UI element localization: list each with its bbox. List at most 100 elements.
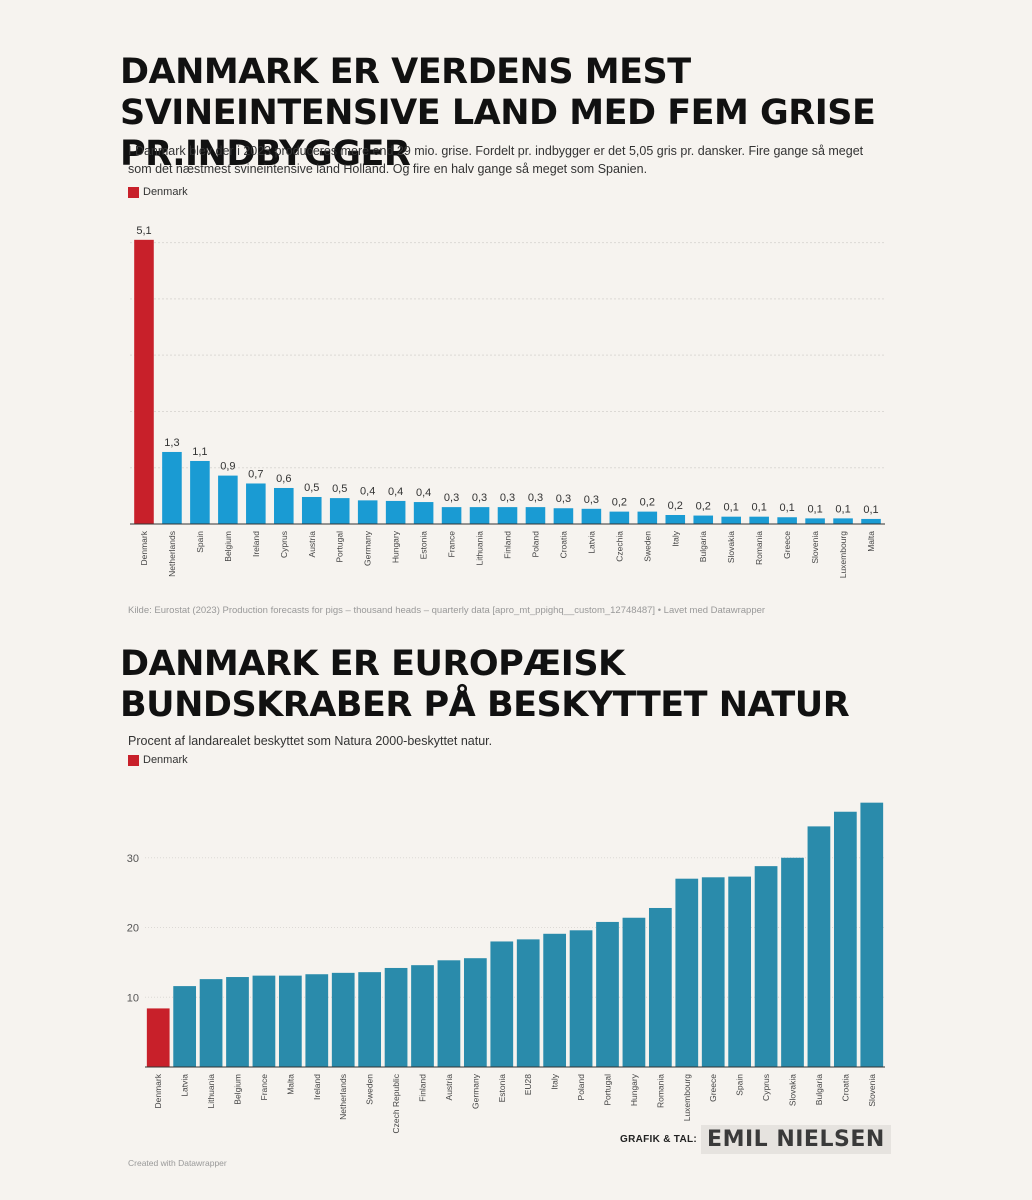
bar-estonia <box>413 502 434 524</box>
data-label: 0,5 <box>332 483 347 495</box>
x-tick-label: Poland <box>530 531 540 558</box>
legend-swatch <box>128 186 139 198</box>
bar-bulgaria <box>807 826 831 1067</box>
bar-sweden <box>637 511 658 524</box>
x-tick-label: Finland <box>503 531 513 559</box>
bar-sweden <box>358 972 382 1067</box>
x-tick-label: Hungary <box>629 1073 639 1106</box>
x-tick-label: Luxembourg <box>682 1074 692 1122</box>
x-tick-label: Sweden <box>642 531 652 562</box>
bar-hungary <box>622 917 646 1067</box>
bar-belgium <box>226 977 249 1067</box>
chart1-title: DANMARK ER VERDENS MEST SVINEINTENSIVE L… <box>120 52 876 174</box>
x-tick-label: Austria <box>307 531 317 558</box>
data-label: 0,3 <box>584 494 599 506</box>
bar-estonia <box>490 941 514 1067</box>
x-tick-label: Hungary <box>391 530 401 563</box>
y-tick-label: 10 <box>127 992 139 1004</box>
x-tick-label: Slovenia <box>810 531 820 564</box>
x-tick-label: Netherlands <box>167 531 177 577</box>
x-tick-label: Spain <box>735 1074 745 1096</box>
data-label: 0,5 <box>304 482 319 494</box>
x-tick-label: Bulgaria <box>698 531 708 562</box>
x-tick-label: Slovenia <box>867 1074 877 1107</box>
data-label: 0,4 <box>416 487 431 499</box>
bar-croatia <box>553 508 574 524</box>
x-tick-label: Estonia <box>419 531 429 560</box>
bar-lithuania <box>199 979 223 1067</box>
x-tick-label: Germany <box>363 530 373 566</box>
bar-austria <box>301 496 322 524</box>
x-tick-label: Belgium <box>223 531 233 562</box>
pigs-per-capita-chart: 5,1 Denmark 1,3 Netherlands 1,1 Spain 0,9 Belgi… <box>130 225 885 578</box>
bar-malta <box>861 518 881 524</box>
legend-swatch <box>128 754 139 766</box>
data-label: 0,1 <box>863 504 878 516</box>
bar-spain <box>728 876 752 1067</box>
x-tick-label: Italy <box>670 530 680 546</box>
x-tick-label: France <box>447 531 457 558</box>
x-tick-label: Croatia <box>840 1074 850 1102</box>
bar-germany <box>357 500 378 524</box>
bar-ireland <box>305 974 329 1067</box>
x-tick-label: Finland <box>418 1074 428 1102</box>
signature-label: GRAFIK & TAL: <box>620 1134 698 1145</box>
data-label: 0,3 <box>528 492 543 504</box>
bar-malta <box>278 975 302 1067</box>
x-tick-label: Slovakia <box>726 531 736 563</box>
x-tick-label: Malta <box>285 1074 295 1095</box>
y-tick-label: 30 <box>127 853 139 865</box>
data-label: 0,7 <box>248 468 263 480</box>
bar-italy <box>543 933 567 1067</box>
bar-eu28 <box>516 939 540 1067</box>
bar-czech-republic <box>384 967 408 1067</box>
data-label: 0,3 <box>444 492 459 504</box>
x-tick-label: Ireland <box>251 531 261 557</box>
bar-cyprus <box>754 866 778 1067</box>
bar-slovakia <box>721 516 741 524</box>
x-tick-label: Denmark <box>153 1073 163 1108</box>
x-tick-label: Lithuania <box>206 1074 216 1109</box>
x-tick-label: Spain <box>195 531 205 553</box>
bar-croatia <box>833 811 857 1067</box>
data-label: 5,1 <box>136 225 151 237</box>
bar-portugal <box>329 498 350 524</box>
x-tick-label: France <box>259 1074 269 1101</box>
x-tick-label: EU28 <box>523 1074 533 1096</box>
bar-slovakia <box>781 857 804 1067</box>
bar-latvia <box>581 508 602 524</box>
bar-denmark <box>134 239 154 524</box>
x-tick-label: Bulgaria <box>814 1074 824 1105</box>
bar-spain <box>190 460 210 524</box>
y-tick-label: 20 <box>127 923 139 935</box>
x-tick-label: Netherlands <box>338 1074 348 1120</box>
chart2-legend: Denmark <box>128 754 188 766</box>
chart2-subtitle: Procent af landarealet beskyttet som Nat… <box>128 734 493 748</box>
x-tick-label: Czechia <box>614 531 624 562</box>
bar-bulgaria <box>693 515 714 524</box>
x-tick-label: Cyprus <box>279 531 289 558</box>
bar-czechia <box>609 511 630 524</box>
x-tick-label: Sweden <box>365 1074 375 1105</box>
x-tick-label: Latvia <box>180 1074 190 1097</box>
natura2000-chart: 10 20 30 Denmark Latvia Lithuania Belgium Franc… <box>127 802 885 1134</box>
bar-hungary <box>385 500 406 524</box>
data-label: 0,2 <box>696 501 711 513</box>
x-tick-label: Italy <box>550 1073 560 1089</box>
x-tick-label: Germany <box>470 1073 480 1109</box>
x-tick-label: Romania <box>754 531 764 565</box>
bar-greece <box>777 517 797 524</box>
bar-luxembourg <box>675 878 699 1067</box>
x-tick-label: Latvia <box>586 531 596 554</box>
data-label: 0,1 <box>807 503 822 515</box>
x-tick-label: Slovakia <box>788 1074 798 1106</box>
data-label: 0,6 <box>276 473 291 485</box>
data-label: 0,2 <box>668 500 683 512</box>
bar-ireland <box>246 483 266 524</box>
x-tick-label: Croatia <box>558 531 568 559</box>
data-label: 0,3 <box>472 492 487 504</box>
bar-france <box>441 507 462 524</box>
x-tick-label: Greece <box>782 531 792 559</box>
bar-romania <box>749 516 769 524</box>
bar-greece <box>701 877 725 1067</box>
